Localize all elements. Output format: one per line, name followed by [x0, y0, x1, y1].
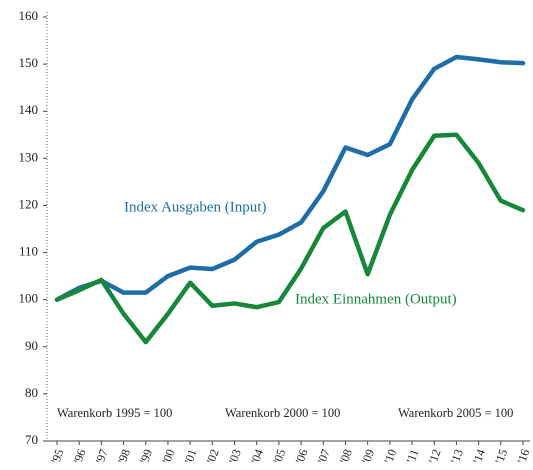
- series-label: Index Ausgaben (Input): [124, 199, 266, 215]
- y-tick-label: 160: [19, 8, 39, 23]
- x-tick-label: '09: [359, 447, 377, 465]
- series-line: [54, 132, 526, 345]
- y-tick-label: 120: [19, 196, 39, 211]
- x-tick-label: '00: [159, 447, 177, 465]
- x-tick-label: '12: [426, 447, 444, 465]
- annotation: Warenkorb 2005 = 100: [398, 406, 513, 420]
- x-tick-label: '98: [115, 447, 133, 465]
- annotation: Warenkorb 1995 = 100: [57, 406, 172, 420]
- x-tick-label: '99: [137, 447, 155, 465]
- x-tick-label: '16: [514, 447, 532, 465]
- x-tick-label: '03: [226, 447, 244, 465]
- x-tick-label: '95: [48, 447, 66, 465]
- x-tick-label: '07: [315, 447, 333, 465]
- annotation: Warenkorb 2000 = 100: [225, 406, 340, 420]
- x-tick-label: '97: [93, 447, 111, 465]
- series-line: [54, 54, 526, 302]
- y-tick-label: 110: [19, 244, 38, 259]
- x-tick-label: '08: [337, 447, 355, 465]
- x-tick-label: '11: [404, 447, 422, 465]
- x-tick-label: '13: [448, 447, 466, 465]
- y-tick-label: 140: [19, 102, 39, 117]
- y-tick-label: 100: [19, 291, 39, 306]
- y-tick-label: 130: [19, 149, 39, 164]
- x-tick-label: '01: [182, 447, 200, 465]
- x-tick-label: '05: [270, 447, 288, 465]
- x-tick-label: '96: [71, 447, 89, 465]
- y-tick-label: 90: [25, 338, 38, 353]
- x-tick-label: '10: [381, 447, 399, 465]
- y-tick-label: 80: [25, 385, 38, 400]
- x-tick-label: '15: [492, 447, 510, 465]
- x-tick-label: '14: [470, 447, 488, 465]
- y-tick-label: 70: [25, 432, 38, 447]
- series-label: Index Einnahmen (Output): [295, 291, 457, 307]
- x-tick-label: '06: [292, 447, 310, 465]
- y-tick-label: 150: [19, 55, 39, 70]
- x-tick-label: '04: [248, 447, 266, 465]
- x-tick-label: '02: [204, 447, 222, 465]
